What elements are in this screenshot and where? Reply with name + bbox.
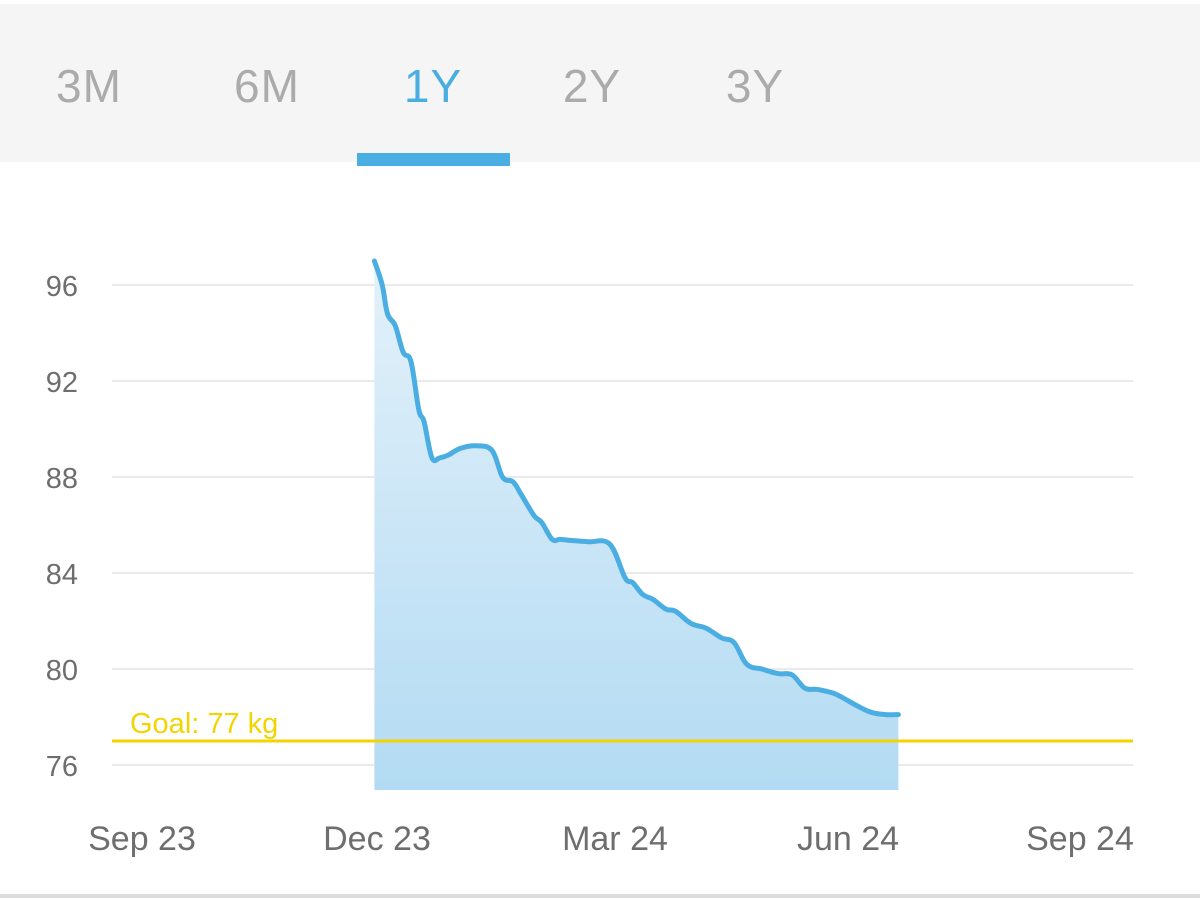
- goal-label: Goal: 77 kg: [130, 708, 278, 740]
- x-tick-label: Sep 23: [88, 820, 196, 858]
- y-axis-labels: 96 92 88 84 80 76: [46, 271, 78, 783]
- y-tick-label: 76: [46, 751, 78, 783]
- x-tick-label: Mar 24: [562, 820, 668, 858]
- tab-1y[interactable]: 1Y: [403, 60, 463, 112]
- x-tick-label: Jun 24: [797, 820, 899, 858]
- x-tick-label: Dec 23: [323, 820, 431, 858]
- weight-area: [374, 261, 899, 790]
- bottom-divider: [0, 894, 1200, 898]
- y-tick-label: 84: [46, 559, 78, 591]
- tab-6m[interactable]: 6M: [234, 60, 300, 112]
- y-tick-label: 80: [46, 655, 78, 687]
- x-axis-labels: Sep 23 Dec 23 Mar 24 Jun 24 Sep 24: [88, 820, 1134, 858]
- y-tick-label: 88: [46, 463, 78, 495]
- weight-chart: 96 92 88 84 80 76 Sep 23 Dec 23 Mar 24 Jun 24 Sep…: [0, 162, 1200, 892]
- range-tab-bar: 3M 6M 1Y 2Y 3Y: [0, 0, 1200, 166]
- tab-3m[interactable]: 3M: [56, 60, 122, 112]
- y-tick-label: 96: [46, 271, 78, 303]
- x-tick-label: Sep 24: [1026, 820, 1134, 858]
- tab-3y[interactable]: 3Y: [725, 60, 785, 112]
- y-tick-label: 92: [46, 367, 78, 399]
- active-tab-indicator: [357, 153, 510, 166]
- tab-2y[interactable]: 2Y: [562, 60, 622, 112]
- weight-line: [371, 258, 901, 718]
